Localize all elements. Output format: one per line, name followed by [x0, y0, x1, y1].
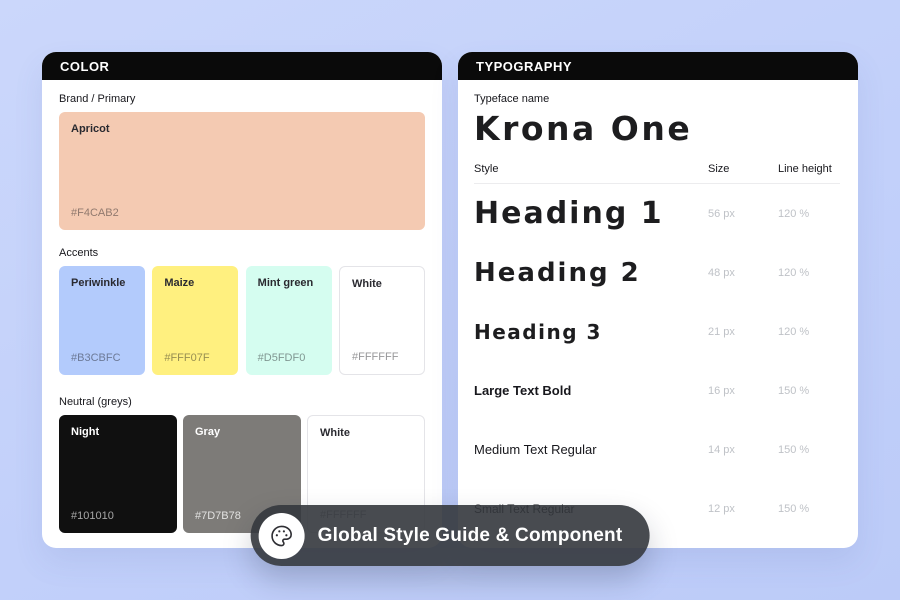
- type-style-sample: Heading 2: [474, 257, 641, 288]
- typography-panel: TYPOGRAPHY Typeface name Krona One Style…: [458, 52, 858, 548]
- color-panel-title: COLOR: [60, 58, 110, 74]
- swatch-name: White: [320, 427, 350, 439]
- accent-swatch-row: Periwinkle #B3CBFC Maize #FFF07F Mint gr…: [59, 266, 425, 375]
- type-style-sample: Heading 1: [474, 196, 664, 231]
- swatch-hex: #7D7B78: [195, 510, 241, 522]
- column-header-size: Size: [708, 163, 730, 175]
- type-line-height-value: 150 %: [778, 384, 810, 397]
- color-panel-header: COLOR: [42, 52, 442, 80]
- swatch-name: Night: [71, 426, 100, 438]
- swatch-hex: #FFFFFF: [351, 351, 399, 363]
- type-line-height-value: 120 %: [778, 207, 810, 220]
- typography-panel-header: TYPOGRAPHY: [458, 52, 858, 80]
- color-panel: COLOR Brand / Primary Apricot #F4CAB2 Ac…: [42, 52, 442, 548]
- type-style-sample: Heading 3: [474, 319, 602, 344]
- type-size-value: 16 px: [708, 384, 735, 397]
- color-panel-body: Brand / Primary Apricot #F4CAB2 Accents …: [42, 93, 442, 533]
- swatch-name: Gray: [195, 426, 221, 438]
- type-size-value: 12 px: [708, 502, 735, 515]
- type-line-height-value: 120 %: [778, 325, 810, 338]
- section-label-neutral-greys: Neutral (greys): [59, 396, 132, 408]
- style-guide-badge[interactable]: Global Style Guide & Component: [250, 505, 650, 566]
- type-size-value: 14 px: [708, 443, 735, 456]
- swatch-name: Apricot: [71, 123, 110, 135]
- swatch-name: Maize: [164, 277, 195, 289]
- badge-icon-circle: [258, 512, 305, 559]
- column-header-style: Style: [474, 163, 499, 175]
- swatch-hex: #F4CAB2: [71, 207, 119, 219]
- swatch-periwinkle[interactable]: Periwinkle #B3CBFC: [59, 266, 145, 375]
- swatch-maize[interactable]: Maize #FFF07F: [152, 266, 239, 375]
- swatch-hex: #101010: [71, 510, 114, 522]
- section-label-brand-primary: Brand / Primary: [59, 93, 136, 105]
- swatch-mint-green[interactable]: Mint green #D5FDF0: [245, 266, 332, 375]
- type-style-sample: Medium Text Regular: [474, 442, 597, 457]
- typography-panel-title: TYPOGRAPHY: [476, 58, 573, 74]
- type-row-heading-3: Heading 3 21 px 120 %: [474, 302, 840, 361]
- type-size-value: 48 px: [708, 266, 735, 279]
- swatch-name: White: [351, 278, 382, 290]
- swatch-hex: #D5FDF0: [257, 352, 306, 364]
- type-row-heading-1: Heading 1 56 px 120 %: [474, 184, 840, 243]
- column-header-line-height: Line height: [778, 163, 832, 175]
- type-size-value: 21 px: [708, 325, 735, 338]
- typeface-name: Krona One: [474, 109, 693, 148]
- type-style-sample: Large Text Bold: [474, 383, 572, 398]
- type-table-header: Style Size Line height: [474, 163, 840, 184]
- swatch-night[interactable]: Night #101010: [59, 415, 177, 533]
- type-line-height-value: 150 %: [778, 443, 810, 456]
- type-row-medium-text-regular: Medium Text Regular 14 px 150 %: [474, 420, 840, 479]
- swatch-hex: #FFF07F: [164, 352, 210, 364]
- swatch-name: Mint green: [257, 277, 314, 289]
- type-row-heading-2: Heading 2 48 px 120 %: [474, 243, 840, 302]
- swatch-name: Periwinkle: [71, 277, 126, 289]
- typeface-name-label: Typeface name: [474, 93, 550, 105]
- type-line-height-value: 150 %: [778, 502, 810, 515]
- swatch-apricot[interactable]: Apricot #F4CAB2: [59, 112, 425, 230]
- section-label-accents: Accents: [59, 247, 99, 259]
- swatch-white-accent[interactable]: White #FFFFFF: [338, 266, 425, 375]
- swatch-hex: #B3CBFC: [71, 352, 121, 364]
- type-row-large-text-bold: Large Text Bold 16 px 150 %: [474, 361, 840, 420]
- type-size-value: 56 px: [708, 207, 735, 220]
- palette-icon: [269, 523, 295, 549]
- badge-label: Global Style Guide & Component: [317, 524, 623, 546]
- type-line-height-value: 120 %: [778, 266, 810, 279]
- typography-panel-body: Typeface name Krona One Style Size Line …: [458, 93, 858, 538]
